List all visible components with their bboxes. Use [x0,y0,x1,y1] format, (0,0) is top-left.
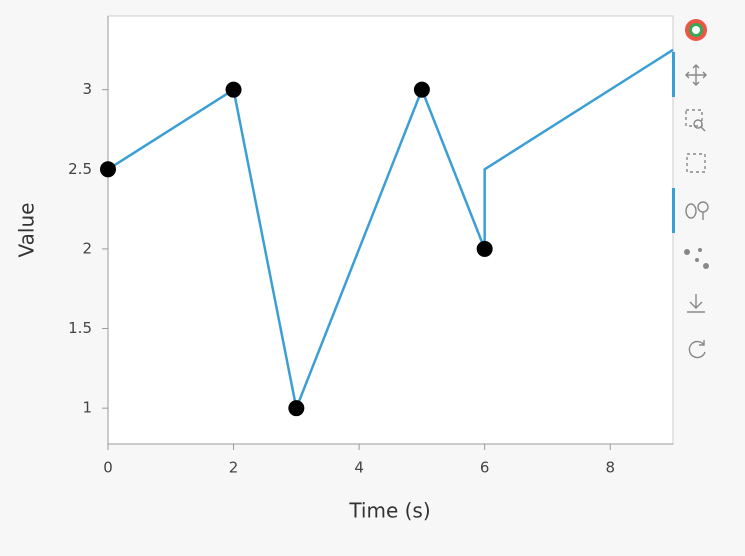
x-tick-label: 0 [103,459,113,477]
plot-area [107,15,674,445]
save-tool[interactable] [687,294,705,313]
x-axis-title: Time (s) [348,499,430,523]
y-tick-label: 2 [82,239,92,257]
data-point [413,81,430,98]
x-tick-label: 2 [229,459,239,477]
box-select-tool[interactable] [686,153,706,173]
box-zoom-tool[interactable] [685,109,706,132]
wheel-zoom-tool[interactable] [685,201,709,220]
y-tick-label: 1 [82,399,92,417]
reset-tool[interactable] [688,340,706,359]
data-point [476,240,493,257]
x-tick-label: 8 [605,459,615,477]
hover-tool[interactable] [684,248,709,269]
toolbar [672,19,709,359]
pan-tool[interactable] [685,64,707,86]
x-tick-label: 4 [354,459,364,477]
active-indicator [672,52,675,97]
y-tick-label: 3 [82,80,92,98]
data-point [225,81,242,98]
data-point [100,161,116,178]
y-axis-title: Value [15,203,39,258]
bokeh-logo [685,19,707,41]
y-tick-label: 1.5 [68,319,92,337]
active-indicator [672,188,675,233]
x-tick-label: 6 [480,459,490,477]
y-tick-label: 2.5 [68,160,92,178]
data-point [288,400,305,417]
